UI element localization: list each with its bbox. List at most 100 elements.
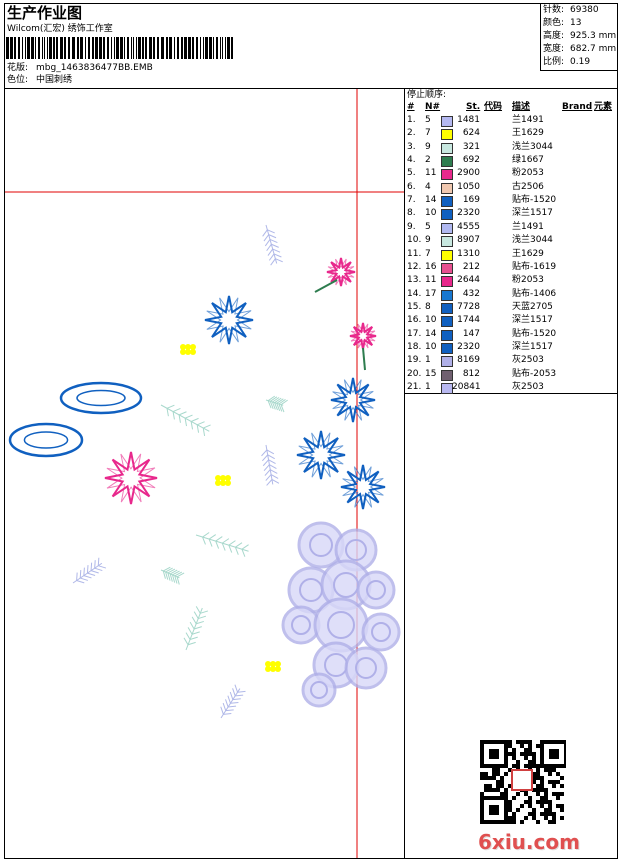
leaf-motif bbox=[241, 544, 249, 550]
barcode-bar bbox=[85, 37, 86, 59]
title: 生产作业图 bbox=[7, 4, 83, 22]
leaf-motif bbox=[220, 688, 241, 719]
qr-cell bbox=[548, 820, 552, 824]
leaf-motif bbox=[215, 536, 223, 542]
leaf-motif bbox=[234, 684, 239, 693]
description: 深兰1517 bbox=[512, 341, 553, 352]
qr-cell bbox=[532, 776, 536, 780]
ornament bbox=[76, 389, 126, 407]
column-header: 元素 bbox=[594, 102, 613, 112]
flower-motif bbox=[106, 453, 156, 503]
color-swatch bbox=[441, 116, 453, 127]
leaf-motif bbox=[225, 699, 229, 708]
row-number: 20. bbox=[407, 368, 422, 379]
leaf-motif bbox=[163, 566, 171, 572]
yellow-spot bbox=[180, 349, 186, 355]
leaf-motif bbox=[268, 234, 277, 239]
leaf-motif bbox=[98, 565, 107, 569]
leaf-motif bbox=[263, 234, 270, 242]
stitch-count: 1481 bbox=[457, 115, 480, 125]
description: 王1629 bbox=[512, 248, 544, 259]
barcode-bar bbox=[14, 37, 16, 59]
header-divider bbox=[4, 88, 618, 89]
barcode-bar bbox=[209, 37, 212, 59]
stitch-count: 20841 bbox=[452, 382, 481, 392]
stitch-count: 2320 bbox=[457, 341, 480, 352]
stitch-count: 624 bbox=[462, 128, 480, 139]
leaf-motif bbox=[202, 536, 206, 545]
qr-cell bbox=[508, 768, 512, 772]
color-swatch bbox=[441, 249, 453, 261]
qr-cell bbox=[536, 800, 540, 804]
lace-flower bbox=[356, 570, 396, 610]
leaf-motif bbox=[229, 691, 234, 700]
needle-number: 9 bbox=[425, 141, 431, 152]
qr-finder bbox=[489, 749, 499, 759]
leaf-motif bbox=[196, 424, 200, 433]
leaf-motif bbox=[264, 469, 271, 476]
qr-cell bbox=[504, 788, 508, 792]
info-label: 颜色: bbox=[543, 18, 565, 28]
flower-motif bbox=[206, 297, 252, 343]
row-number: 7. bbox=[407, 195, 416, 206]
leaf-motif bbox=[166, 408, 169, 417]
barcode-bar bbox=[157, 37, 159, 59]
qr-cell bbox=[536, 764, 540, 768]
barcode-bar bbox=[161, 37, 164, 59]
row-number: 12. bbox=[407, 261, 422, 272]
qr-cell bbox=[532, 808, 536, 812]
qr-cell bbox=[560, 804, 564, 808]
color-swatch bbox=[441, 342, 453, 354]
info-value: 682.7 mm bbox=[570, 44, 617, 54]
qr-cell bbox=[484, 772, 488, 776]
qr-cell bbox=[552, 812, 556, 816]
stitch-count: 7728 bbox=[457, 301, 480, 312]
column-header: N# bbox=[425, 102, 441, 112]
stitch-count: 1050 bbox=[457, 181, 480, 192]
needle-number: 4 bbox=[425, 181, 431, 192]
qr-cell bbox=[492, 768, 496, 772]
leaf-motif bbox=[176, 576, 180, 585]
color-swatch bbox=[441, 356, 453, 368]
barcode-bar bbox=[166, 37, 168, 59]
qr-cell bbox=[528, 812, 532, 816]
leaf-motif bbox=[215, 540, 220, 549]
qr-cell bbox=[532, 772, 536, 776]
yellow-spot bbox=[270, 666, 276, 672]
column-header: Brand bbox=[562, 102, 593, 112]
leaf-motif bbox=[194, 626, 202, 630]
leaf-motif bbox=[267, 400, 272, 409]
yellow-spot bbox=[265, 661, 271, 667]
info-label: 针数: bbox=[543, 5, 565, 15]
qr-cell bbox=[516, 760, 520, 764]
description: 绿1667 bbox=[512, 155, 544, 166]
barcode-bar bbox=[131, 37, 132, 59]
leaf-motif bbox=[172, 408, 181, 413]
row-number: 10. bbox=[407, 235, 422, 246]
qr-cell bbox=[508, 740, 512, 744]
needle-number: 8 bbox=[425, 301, 431, 312]
barcode-bar bbox=[169, 37, 172, 59]
barcode-bar bbox=[142, 37, 144, 59]
barcode-bar bbox=[216, 37, 218, 59]
barcode-bar bbox=[47, 37, 48, 59]
leaf-motif bbox=[272, 248, 281, 253]
qr-cell bbox=[508, 744, 512, 748]
info-label: 宽度: bbox=[543, 44, 565, 54]
watermark: 6xiu.com bbox=[478, 830, 580, 854]
qr-cell bbox=[484, 788, 488, 792]
qr-cell bbox=[524, 764, 528, 768]
stitch-count: 8169 bbox=[457, 355, 480, 366]
leaf-motif bbox=[280, 399, 288, 406]
needle-number: 1 bbox=[425, 382, 431, 392]
qr-cell bbox=[544, 796, 548, 800]
flower-motif bbox=[204, 295, 254, 345]
qr-cell bbox=[540, 804, 544, 808]
border bbox=[617, 3, 618, 859]
needle-number: 14 bbox=[425, 328, 437, 339]
color-swatch bbox=[441, 222, 453, 234]
yellow-spot bbox=[225, 475, 231, 481]
barcode-bar bbox=[56, 37, 58, 59]
stitch-count: 2644 bbox=[457, 275, 480, 286]
qr-finder bbox=[480, 740, 508, 768]
